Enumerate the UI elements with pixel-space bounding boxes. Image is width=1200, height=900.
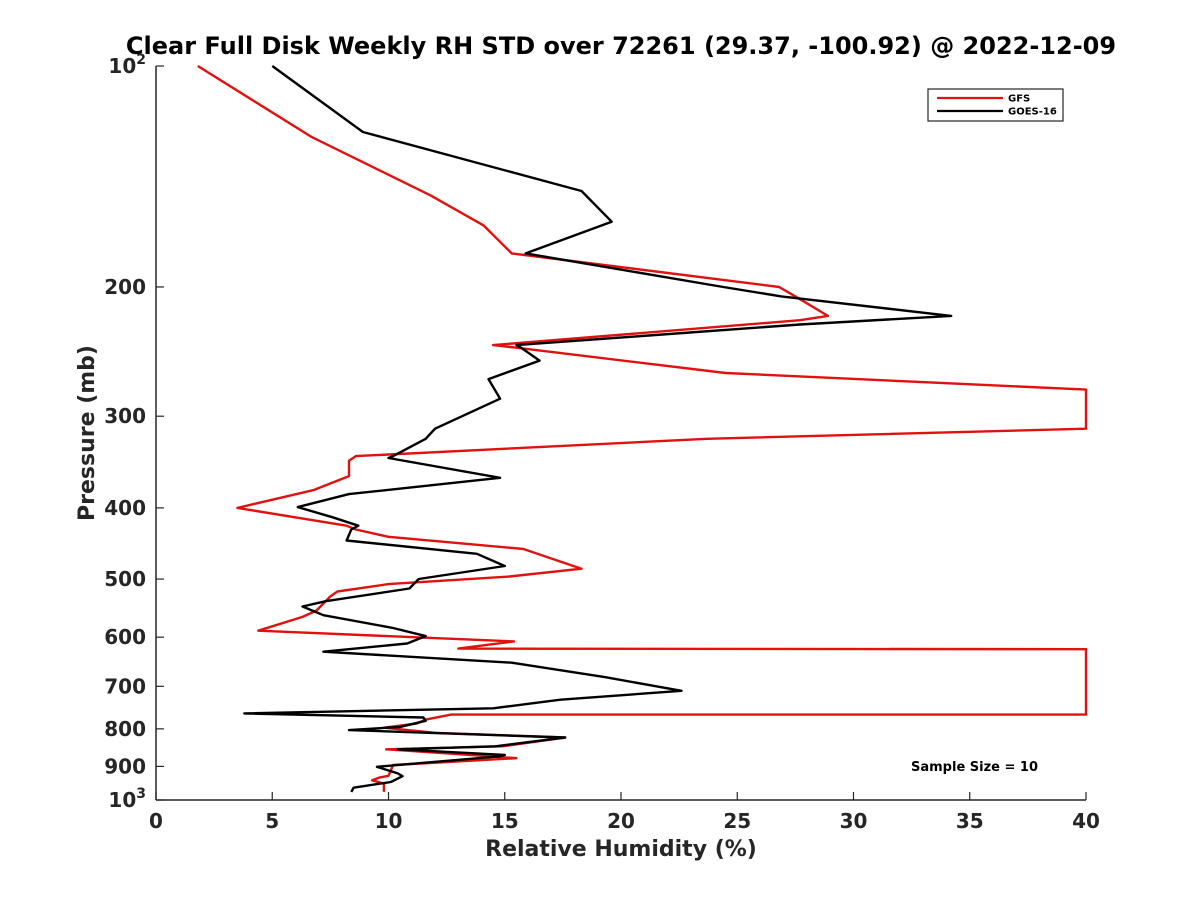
x-axis-label: Relative Humidity (%) (485, 837, 757, 862)
x-tick-label: 10 (375, 809, 403, 833)
x-tick-label: 40 (1072, 809, 1100, 833)
chart-title: Clear Full Disk Weekly RH STD over 72261… (126, 32, 1116, 60)
y-tick-label: 900 (104, 754, 146, 778)
y-tick-label: 200 (104, 275, 146, 299)
x-tick-label: 5 (265, 809, 279, 833)
y-tick-label: 103 (108, 786, 146, 812)
y-tick-label: 700 (104, 674, 146, 698)
x-tick-label: 0 (149, 809, 163, 833)
series-line-goes16 (243, 65, 953, 793)
x-tick-label: 20 (607, 809, 635, 833)
y-tick-label: 600 (104, 625, 146, 649)
legend-label-goes16: GOES-16 (1008, 107, 1057, 118)
y-tick-label: 300 (104, 404, 146, 428)
y-tick-label: 400 (104, 496, 146, 520)
y-tick-label: 800 (104, 717, 146, 741)
legend: GFS GOES-16 (927, 88, 1064, 122)
y-axis-label: Pressure (mb) (75, 345, 100, 521)
x-ticks: 0 5 10 15 20 25 30 35 40 (149, 792, 1100, 833)
x-tick-label: 35 (956, 809, 984, 833)
y-ticks: 102 200 300 400 500 600 700 800 900 103 (104, 52, 164, 812)
x-tick-label: 25 (723, 809, 751, 833)
y-tick-label: 500 (104, 567, 146, 591)
plot-lines (197, 64, 1088, 793)
x-tick-label: 15 (491, 809, 519, 833)
sample-size-annotation: Sample Size = 10 (911, 760, 1038, 775)
y-tick-label: 102 (108, 52, 146, 78)
legend-box (927, 88, 1064, 122)
x-tick-label: 30 (840, 809, 868, 833)
legend-label-gfs: GFS (1008, 94, 1030, 105)
